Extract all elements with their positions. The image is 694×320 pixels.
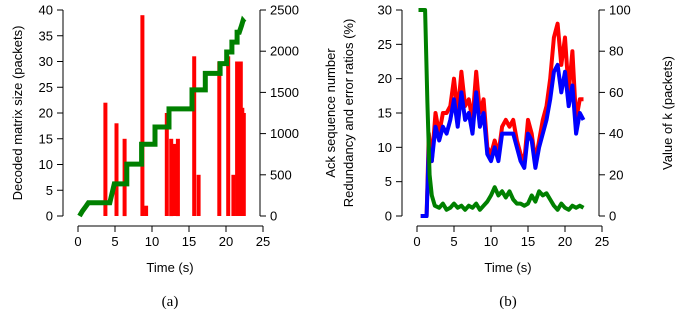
panel-a-right-ticks: 0 500 1000 1500 2000 2500 xyxy=(260,3,299,224)
panel-b-blue-line xyxy=(420,62,586,218)
bar xyxy=(144,205,149,216)
panel-b-right-ticks: 0 20 40 60 80 100 xyxy=(599,3,631,224)
bar xyxy=(164,113,169,216)
panel-a-x-axis-label: Time (s) xyxy=(146,260,193,275)
panel-b: 0 5 10 15 20 25 0 5 10 15 20 25 30 0 20 40 60 80 100 Tim… xyxy=(341,3,675,311)
panel-b-green-line xyxy=(418,8,585,212)
right-tick-label: 20 xyxy=(609,167,623,182)
bar xyxy=(241,113,246,216)
right-tick-label: 500 xyxy=(270,167,292,182)
bar xyxy=(172,143,177,216)
left-tick-label: 25 xyxy=(378,37,392,52)
panel-b-left-axis-label: Redundancy and error ratios (%) xyxy=(341,19,356,208)
left-tick-label: 5 xyxy=(46,183,53,198)
left-tick-label: 10 xyxy=(39,157,53,172)
right-tick-label: 1000 xyxy=(270,126,299,141)
left-tick-label: 15 xyxy=(39,131,53,146)
x-tick-label: 15 xyxy=(521,234,535,249)
panel-a-left-ticks: 0 5 10 15 20 25 30 35 40 xyxy=(39,3,63,224)
x-tick-label: 5 xyxy=(450,234,457,249)
right-tick-label: 1500 xyxy=(270,85,299,100)
panel-b-caption: (b) xyxy=(499,294,517,310)
left-tick-label: 25 xyxy=(39,80,53,95)
panel-a: 0 5 10 15 20 25 0 5 10 15 20 25 30 35 40 0 500 1000 1500… xyxy=(10,3,338,311)
x-tick-label: 25 xyxy=(595,234,609,249)
left-tick-label: 35 xyxy=(39,28,53,43)
bar xyxy=(231,174,236,216)
panel-b-right-axis-label: Value of k (packets) xyxy=(660,56,675,170)
x-tick-label: 0 xyxy=(413,234,420,249)
left-tick-label: 20 xyxy=(39,106,53,121)
right-tick-label: 2000 xyxy=(270,44,299,59)
bar xyxy=(140,15,145,217)
left-tick-label: 20 xyxy=(378,71,392,86)
right-tick-label: 2500 xyxy=(270,3,299,18)
right-tick-label: 100 xyxy=(609,3,631,18)
panel-a-x-ticks: 0 5 10 15 20 25 xyxy=(74,226,270,249)
left-tick-label: 30 xyxy=(39,54,53,69)
bar xyxy=(196,174,201,216)
left-tick-label: 5 xyxy=(385,174,392,189)
bar xyxy=(175,138,180,217)
x-tick-label: 10 xyxy=(484,234,498,249)
left-tick-label: 10 xyxy=(378,140,392,155)
x-tick-label: 5 xyxy=(111,234,118,249)
left-tick-label: 0 xyxy=(385,209,392,224)
bar xyxy=(192,56,197,216)
panel-a-bars xyxy=(103,15,246,217)
bar xyxy=(103,102,108,216)
x-tick-label: 20 xyxy=(219,234,233,249)
panel-b-left-ticks: 0 5 10 15 20 25 30 xyxy=(378,3,402,224)
left-tick-label: 0 xyxy=(46,209,53,224)
panel-a-caption: (a) xyxy=(162,294,179,310)
panel-b-red-line xyxy=(420,21,584,218)
x-tick-label: 20 xyxy=(558,234,572,249)
right-tick-label: 0 xyxy=(609,209,616,224)
x-tick-label: 15 xyxy=(182,234,196,249)
panel-a-ack-sequence-line xyxy=(77,15,247,218)
bar xyxy=(114,123,119,216)
x-tick-label: 10 xyxy=(145,234,159,249)
panel-b-x-ticks: 0 5 10 15 20 25 xyxy=(413,226,609,249)
right-tick-label: 40 xyxy=(609,126,623,141)
right-tick-label: 80 xyxy=(609,44,623,59)
x-tick-label: 25 xyxy=(256,234,270,249)
right-tick-label: 0 xyxy=(270,209,277,224)
bar xyxy=(217,61,222,216)
left-tick-label: 40 xyxy=(39,3,53,18)
x-tick-label: 0 xyxy=(74,234,81,249)
bar xyxy=(169,138,174,217)
right-tick-label: 60 xyxy=(609,85,623,100)
left-tick-label: 15 xyxy=(378,106,392,121)
bar xyxy=(226,56,231,216)
left-tick-label: 30 xyxy=(378,3,392,18)
panel-a-left-axis-label: Decoded matrix size (packets) xyxy=(10,26,25,201)
bar xyxy=(235,61,240,216)
panel-a-right-axis-label: Ack sequence number xyxy=(323,48,338,178)
panel-b-x-axis-label: Time (s) xyxy=(484,260,531,275)
